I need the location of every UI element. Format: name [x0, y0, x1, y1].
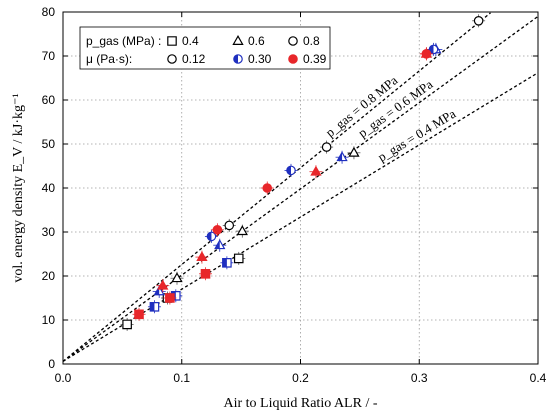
- data-point: [214, 239, 226, 250]
- data-point: [200, 269, 211, 279]
- data-point: [421, 48, 432, 59]
- axis-ticks: 0.0 0.1 0.2 0.3 0.4 0 10 20 30 40 50 60 70 80: [42, 5, 547, 385]
- y-tick-label: 20: [42, 269, 56, 283]
- fit-line: [63, 15, 538, 362]
- data-point: [310, 165, 322, 176]
- data-point: [224, 220, 235, 231]
- y-tick-label: 30: [42, 225, 56, 239]
- y-tick-label: 0: [48, 357, 55, 371]
- legend-label-pressure: 0.4: [182, 34, 199, 48]
- y-tick-label: 10: [42, 313, 56, 327]
- data-point: [171, 272, 183, 283]
- data-point: [262, 183, 273, 193]
- y-tick-label: 70: [42, 49, 56, 63]
- data-point: [222, 258, 232, 268]
- fit-line: [63, 72, 538, 362]
- legend-label-viscosity: 0.30: [248, 52, 272, 66]
- legend-label-viscosity: 0.39: [303, 52, 327, 66]
- x-tick-label: 0.3: [411, 371, 428, 385]
- x-axis-title: Air to Liquid Ratio ALR / -: [224, 396, 378, 411]
- y-tick-label: 60: [42, 93, 56, 107]
- data-point: [157, 279, 169, 290]
- legend-label-viscosity: 0.12: [182, 52, 206, 66]
- x-tick-label: 0.0: [55, 371, 72, 385]
- x-tick-label: 0.4: [530, 371, 547, 385]
- data-point: [122, 319, 132, 330]
- legend-marker-viscosity: [288, 54, 298, 64]
- legend-box: [79, 26, 331, 70]
- y-tick-label: 80: [42, 5, 56, 19]
- data-point: [165, 293, 175, 303]
- y-tick-label: 40: [42, 181, 56, 195]
- data-point: [233, 253, 244, 264]
- x-tick-label: 0.1: [173, 371, 190, 385]
- data-point: [428, 44, 439, 55]
- y-tick-label: 50: [42, 137, 56, 151]
- legend: p_gas (MPa) : μ (Pa·s): 0.4 0.6 0.8 0.12 0.3…: [79, 26, 331, 70]
- data-point: [212, 225, 223, 235]
- data-point: [348, 146, 360, 157]
- data-point: [286, 165, 296, 176]
- data-point: [321, 142, 332, 152]
- legend-pressure-label: p_gas (MPa) :: [86, 34, 161, 48]
- data-point: [206, 231, 217, 242]
- data-point: [149, 302, 160, 312]
- fit-lines: [63, 12, 538, 362]
- legend-marker-viscosity: [233, 54, 243, 64]
- data-point: [236, 225, 248, 236]
- data-point: [196, 251, 208, 262]
- data-point: [134, 309, 144, 320]
- data-points: [120, 14, 486, 331]
- x-tick-label: 0.2: [292, 371, 309, 385]
- y-axis-title: vol. energy density E_V / kJ·kg⁻¹: [11, 93, 26, 282]
- legend-marker-viscosity: [167, 54, 177, 64]
- legend-marker-square: [167, 36, 177, 46]
- legend-marker-circle: [288, 36, 298, 46]
- data-point: [336, 151, 348, 162]
- legend-label-pressure: 0.6: [248, 34, 265, 48]
- data-point: [473, 15, 484, 26]
- legend-viscosity-label: μ (Pa·s):: [86, 52, 132, 66]
- legend-marker-triangle: [232, 34, 244, 45]
- legend-label-pressure: 0.8: [303, 34, 320, 48]
- fit-line: [63, 12, 491, 362]
